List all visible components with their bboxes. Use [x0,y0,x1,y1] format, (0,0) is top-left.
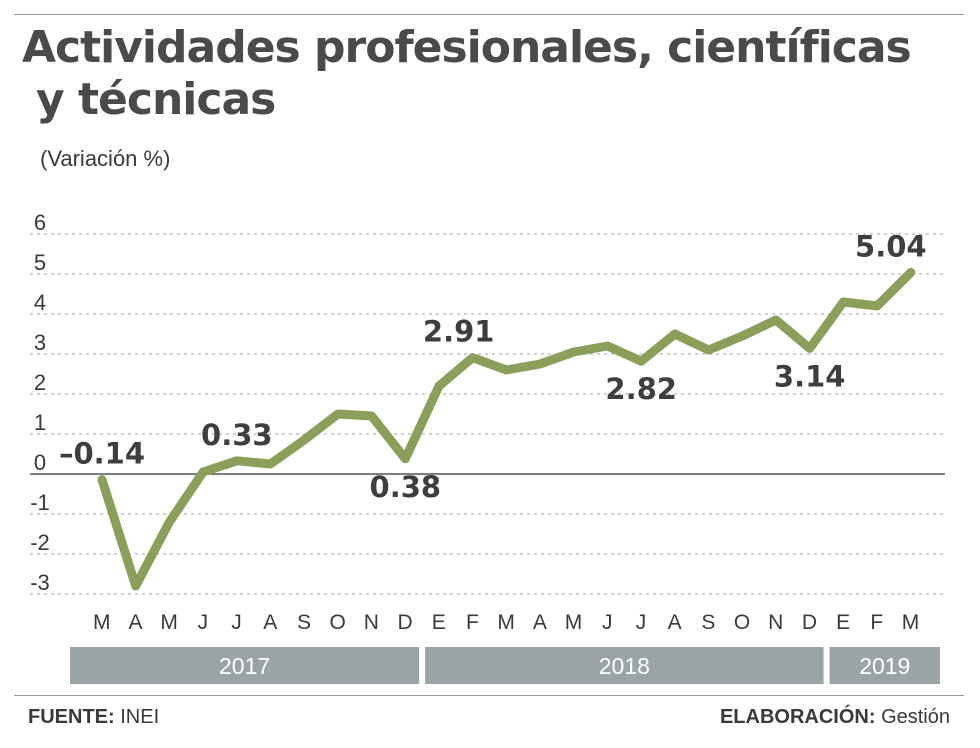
y-tick-label: 6 [34,210,46,235]
y-tick-label: 1 [34,410,46,435]
data-labels: –0.14 0.33 0.38 2.91 2.82 3.14 5.04 [59,229,927,503]
series-layer [97,267,916,591]
chart-subtitle: (Variación %) [40,146,171,171]
source-note: FUENTE: INEI [28,706,159,729]
x-tick-label: A [533,611,548,634]
data-label: 2.82 [605,372,677,406]
x-tick-label: E [836,611,851,634]
data-label: 0.33 [201,418,273,452]
credit-value: Gestión [881,706,950,728]
top-rule [14,14,964,15]
x-tick-label: J [602,611,613,634]
x-tick-label: O [734,611,751,634]
y-tick-label: -3 [30,570,50,595]
data-label: 5.04 [855,229,927,263]
year-band: 2017 2018 2019 [70,647,940,684]
footer: FUENTE: INEI ELABORACIÓN: Gestión [14,695,964,728]
x-tick-label: A [668,611,683,634]
grid-lines [30,233,945,595]
y-tick-label: -2 [30,530,50,555]
x-tick-label: M [902,611,920,634]
y-axis-ticks: 6 5 4 3 2 1 0 -1 -2 -3 [30,210,50,595]
year-segment [70,647,420,684]
y-tick-label: 4 [34,290,46,315]
y-tick-label: 2 [34,370,46,395]
x-tick-label: D [802,611,818,634]
chart-title-line2: y técnicas [36,74,276,125]
x-tick-label: N [768,611,784,634]
x-tick-label: E [432,611,447,634]
x-tick-label: N [364,611,380,634]
credit-note: ELABORACIÓN: Gestión [720,706,950,729]
x-tick-label: J [231,611,242,634]
x-tick-label: J [636,611,647,634]
x-tick-label: F [466,611,479,634]
chart-title: Actividades profesionales, científicas y… [22,22,922,126]
x-tick-label: S [297,611,312,634]
chart-title-line1: Actividades profesionales, científicas [22,22,912,73]
x-tick-label: M [93,611,111,634]
line-chart: 6 5 4 3 2 1 0 -1 -2 -3 –0.14 0.33 0.38 2.91 2.82 3.14 5… [30,210,945,684]
year-label: 2017 [219,653,270,679]
x-tick-label: M [160,611,178,634]
x-tick-label: S [701,611,716,634]
x-tick-label: M [565,611,583,634]
source-label: FUENTE: [28,706,115,728]
x-tick-label: D [397,611,413,634]
x-tick-label: A [128,611,143,634]
source-value: INEI [120,706,160,728]
year-segment [829,647,940,684]
x-tick-label: A [263,611,278,634]
y-tick-label: -1 [30,490,50,515]
y-tick-label: 3 [34,330,46,355]
x-tick-label: J [198,611,209,634]
year-label: 2018 [599,653,650,679]
x-tick-label: F [870,611,883,634]
data-label: 2.91 [423,315,495,349]
x-tick-label: M [497,611,515,634]
y-tick-label: 0 [34,450,46,475]
year-segment [425,647,824,684]
x-tick-label: O [329,611,346,634]
year-label: 2019 [859,653,910,679]
data-label: 3.14 [774,359,846,393]
credit-label: ELABORACIÓN: [719,706,876,728]
data-label: 0.38 [370,470,442,504]
y-tick-label: 5 [34,250,46,275]
data-label: –0.14 [59,437,145,471]
